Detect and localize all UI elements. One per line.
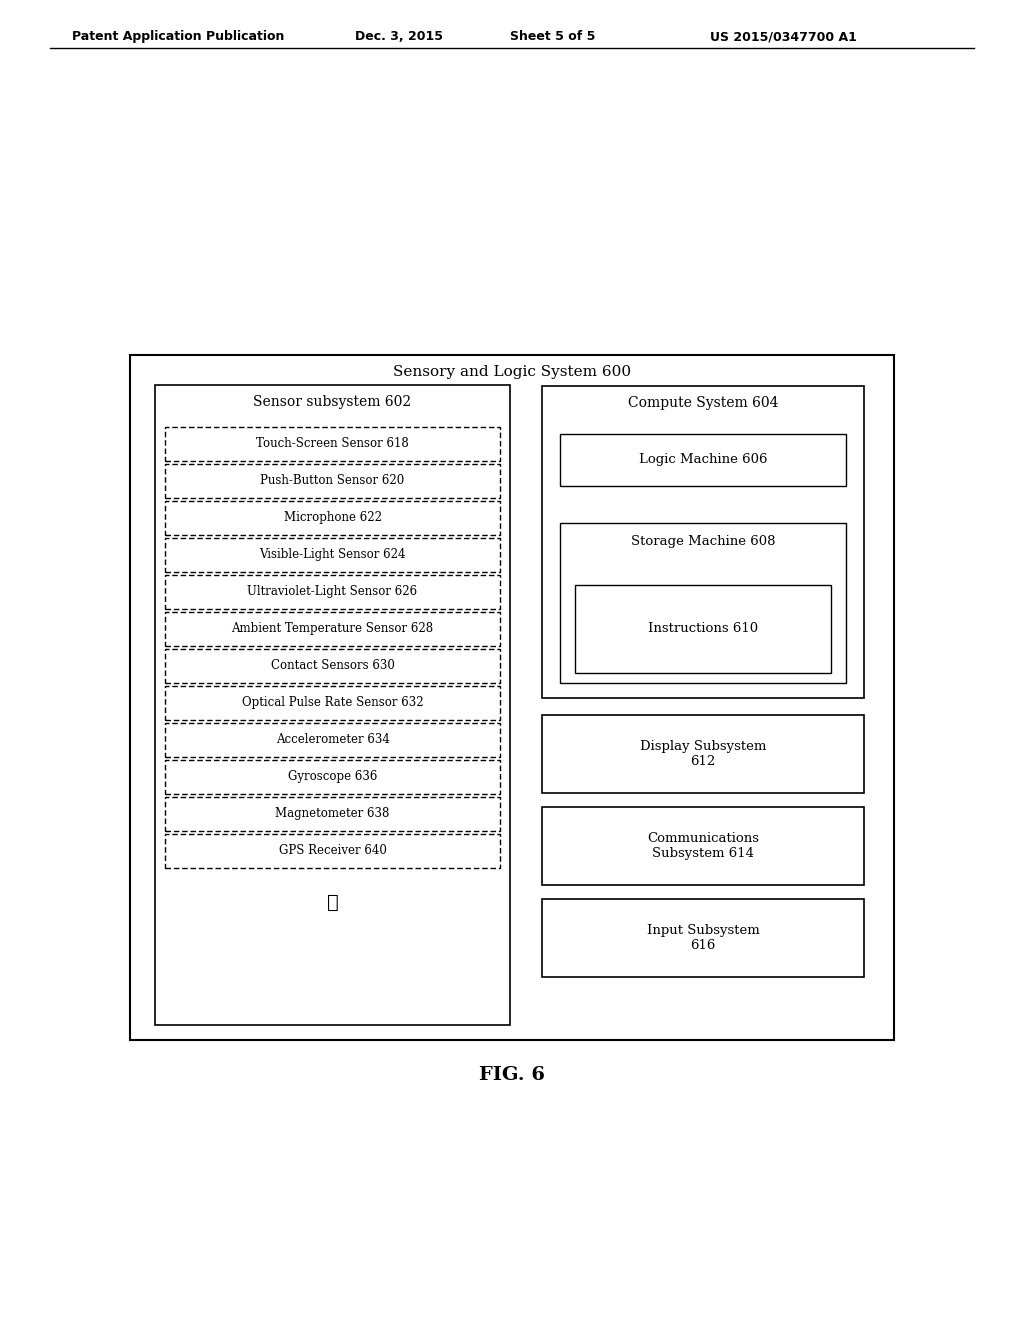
FancyBboxPatch shape — [165, 834, 500, 869]
FancyBboxPatch shape — [575, 585, 831, 673]
Text: Magnetometer 638: Magnetometer 638 — [275, 808, 390, 821]
Text: Microphone 622: Microphone 622 — [284, 511, 382, 524]
Text: Visible-Light Sensor 624: Visible-Light Sensor 624 — [259, 549, 406, 561]
FancyBboxPatch shape — [165, 612, 500, 645]
FancyBboxPatch shape — [542, 807, 864, 884]
Text: Sensory and Logic System 600: Sensory and Logic System 600 — [393, 366, 631, 379]
Text: US 2015/0347700 A1: US 2015/0347700 A1 — [710, 30, 857, 44]
Text: Input Subsystem
616: Input Subsystem 616 — [646, 924, 760, 952]
FancyBboxPatch shape — [165, 797, 500, 832]
Text: Ambient Temperature Sensor 628: Ambient Temperature Sensor 628 — [231, 623, 433, 635]
Text: Push-Button Sensor 620: Push-Button Sensor 620 — [260, 474, 404, 487]
Text: Sheet 5 of 5: Sheet 5 of 5 — [510, 30, 595, 44]
Text: Display Subsystem
612: Display Subsystem 612 — [640, 741, 766, 768]
Text: Sensor subsystem 602: Sensor subsystem 602 — [253, 395, 412, 409]
FancyBboxPatch shape — [130, 355, 894, 1040]
FancyBboxPatch shape — [560, 434, 846, 486]
Text: Instructions 610: Instructions 610 — [648, 623, 758, 635]
Text: Ultraviolet-Light Sensor 626: Ultraviolet-Light Sensor 626 — [248, 586, 418, 598]
FancyBboxPatch shape — [165, 686, 500, 719]
Text: GPS Receiver 640: GPS Receiver 640 — [279, 845, 386, 858]
FancyBboxPatch shape — [542, 385, 864, 698]
Text: Compute System 604: Compute System 604 — [628, 396, 778, 411]
FancyBboxPatch shape — [165, 426, 500, 461]
Text: Touch-Screen Sensor 618: Touch-Screen Sensor 618 — [256, 437, 409, 450]
Text: Storage Machine 608: Storage Machine 608 — [631, 535, 775, 548]
Text: Patent Application Publication: Patent Application Publication — [72, 30, 285, 44]
Text: Communications
Subsystem 614: Communications Subsystem 614 — [647, 832, 759, 861]
Text: Logic Machine 606: Logic Machine 606 — [639, 454, 767, 466]
FancyBboxPatch shape — [165, 760, 500, 795]
FancyBboxPatch shape — [560, 523, 846, 682]
FancyBboxPatch shape — [165, 723, 500, 756]
FancyBboxPatch shape — [165, 465, 500, 498]
FancyBboxPatch shape — [542, 899, 864, 977]
Text: Gyroscope 636: Gyroscope 636 — [288, 771, 377, 784]
Text: Dec. 3, 2015: Dec. 3, 2015 — [355, 30, 443, 44]
Text: Contact Sensors 630: Contact Sensors 630 — [270, 660, 394, 672]
Text: Optical Pulse Rate Sensor 632: Optical Pulse Rate Sensor 632 — [242, 697, 423, 709]
FancyBboxPatch shape — [542, 715, 864, 793]
Text: FIG. 6: FIG. 6 — [479, 1067, 545, 1084]
FancyBboxPatch shape — [165, 576, 500, 609]
FancyBboxPatch shape — [165, 539, 500, 572]
FancyBboxPatch shape — [165, 649, 500, 682]
FancyBboxPatch shape — [155, 385, 510, 1026]
FancyBboxPatch shape — [165, 502, 500, 535]
Text: ⋮: ⋮ — [327, 894, 338, 912]
Text: Accelerometer 634: Accelerometer 634 — [275, 734, 389, 747]
